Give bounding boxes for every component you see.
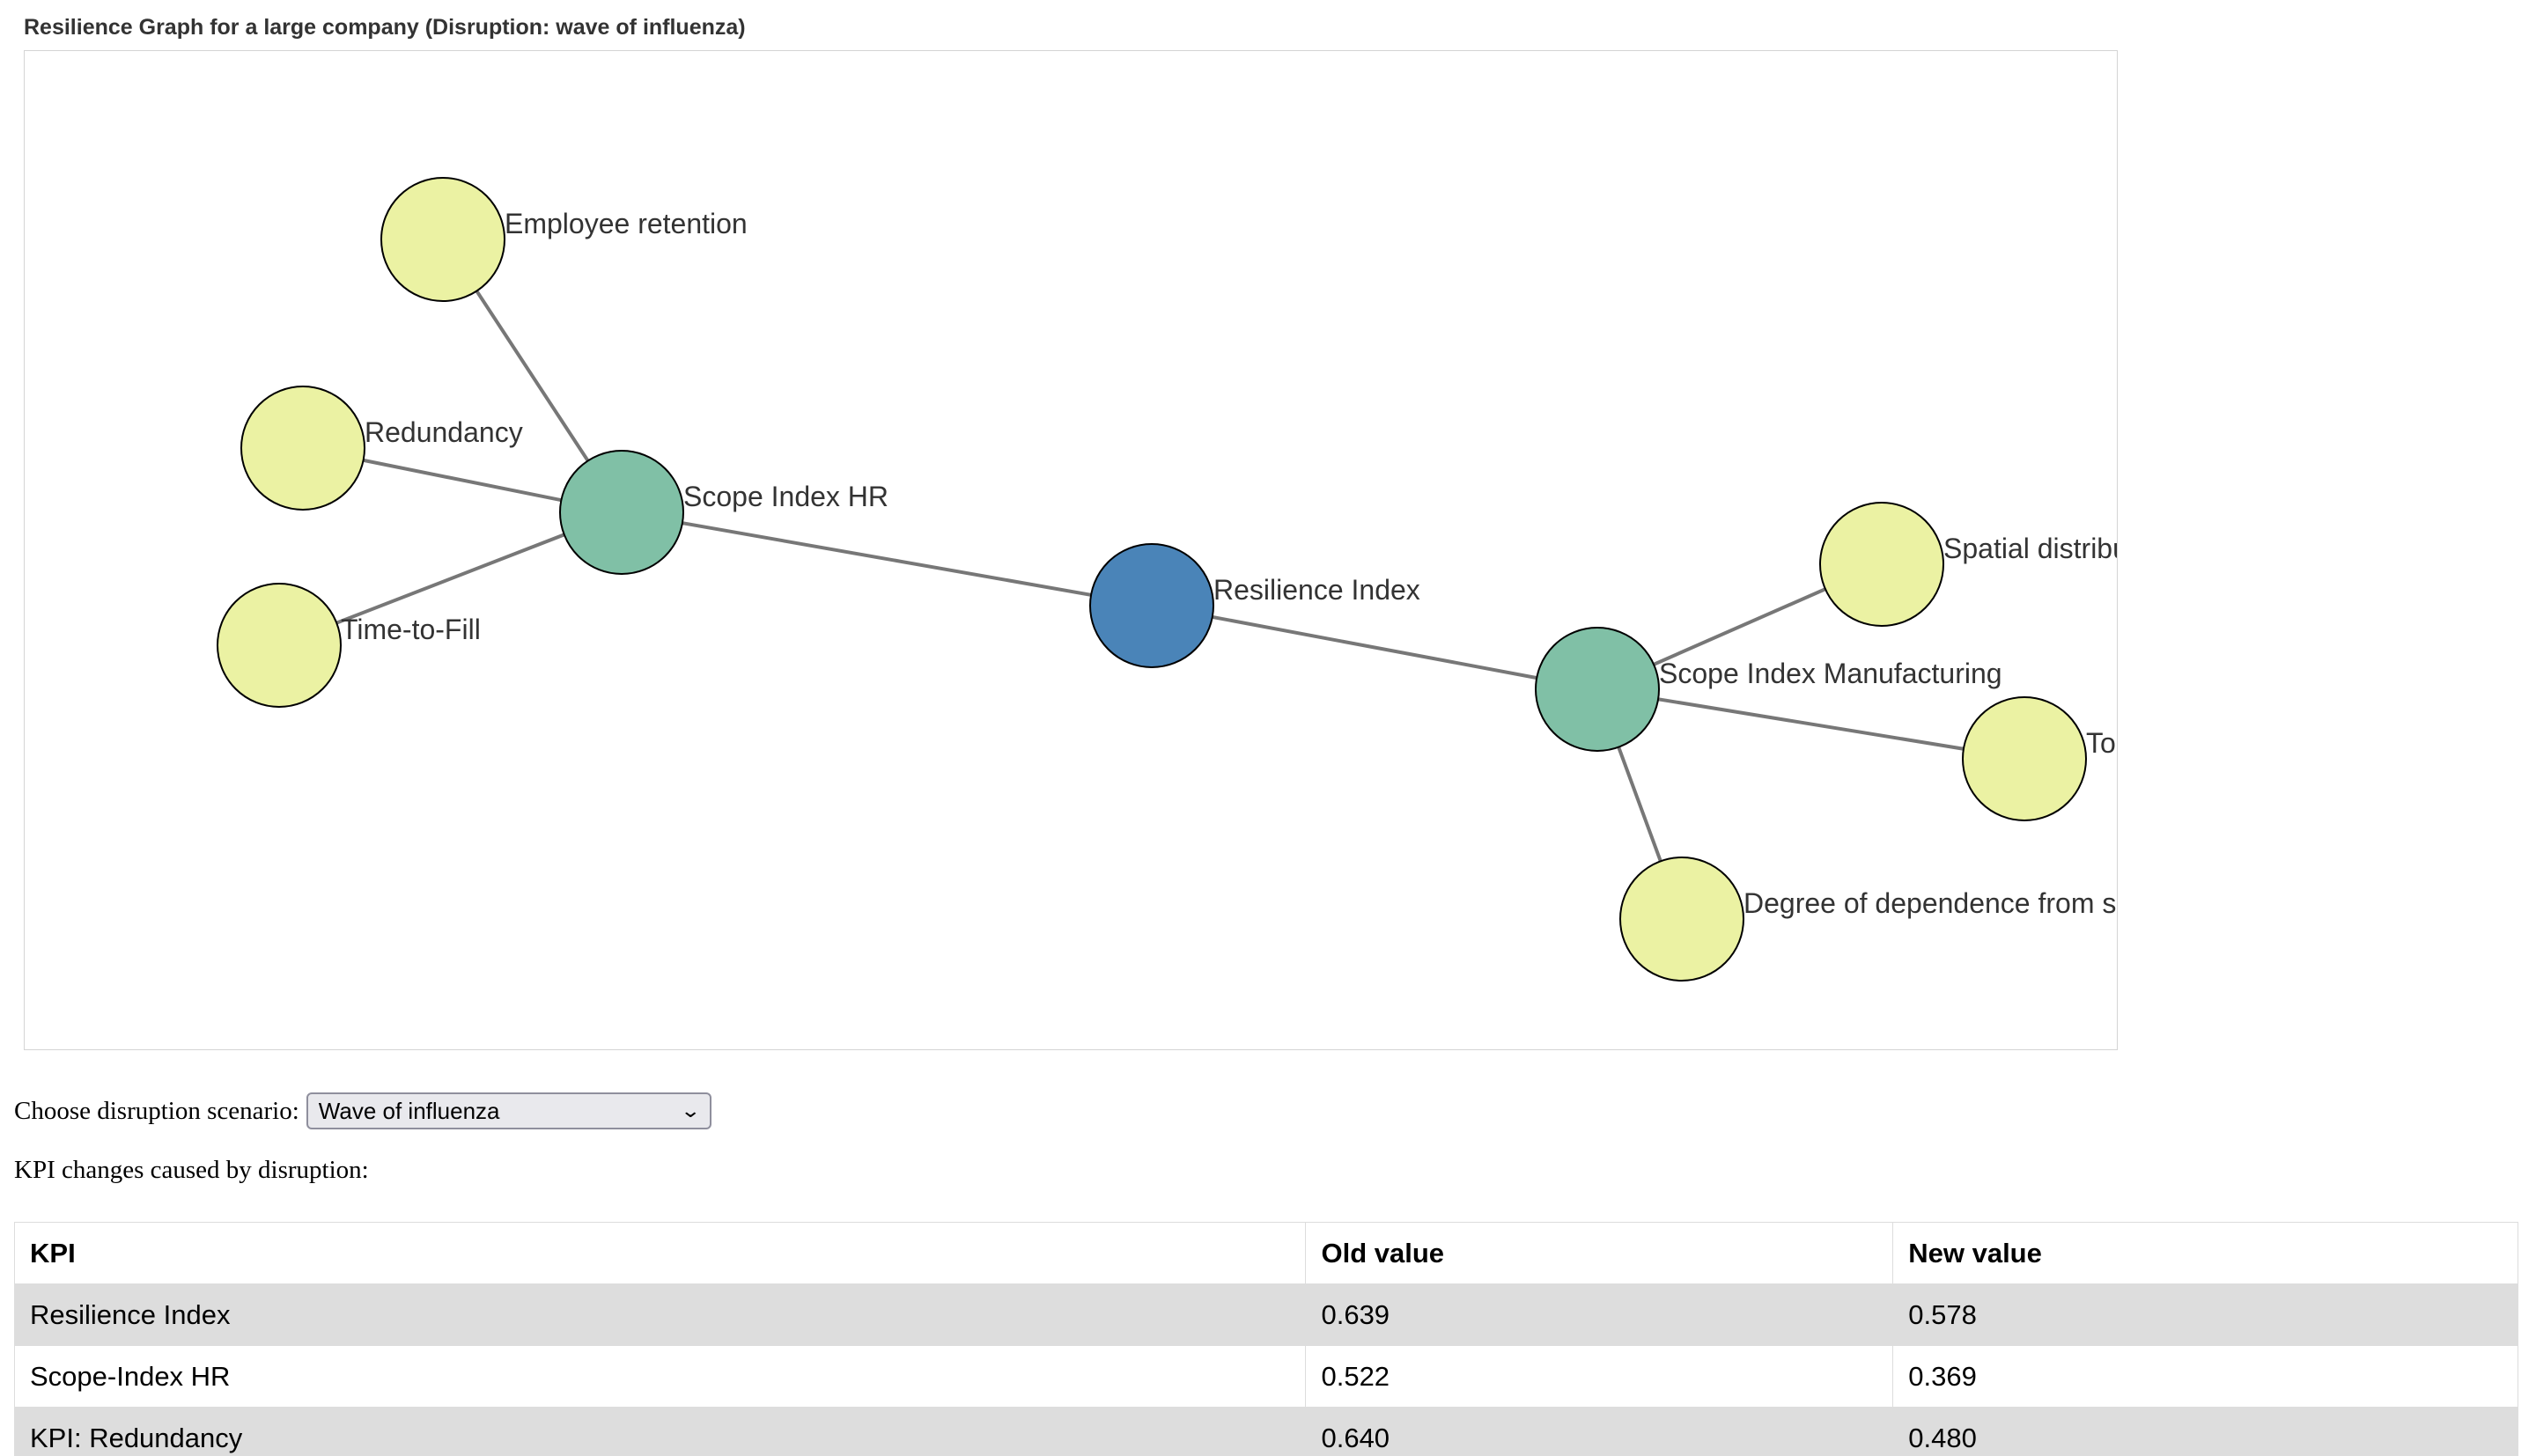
kpi-name-cell: KPI: Redundancy xyxy=(13,1407,1307,1456)
node-resilience[interactable]: Resilience Index xyxy=(1089,543,1420,668)
node-circle-tolerance[interactable] xyxy=(1962,696,2087,821)
new-value-cell: 0.480 xyxy=(1892,1407,2518,1456)
old-value-cell: 0.640 xyxy=(1305,1407,1894,1456)
node-label-resilience: Resilience Index xyxy=(1213,574,1420,606)
node-label-ttf: Time-to-Fill xyxy=(341,614,481,645)
new-value-cell: 0.369 xyxy=(1892,1345,2518,1408)
node-circle-scope_hr[interactable] xyxy=(559,450,684,575)
table-row: Resilience Index 0.639 0.578 xyxy=(13,1283,2518,1346)
node-dependence[interactable]: Degree of dependence from supplie xyxy=(1619,857,2117,982)
node-redundancy[interactable]: Redundancy xyxy=(240,386,523,511)
node-circle-ttf[interactable] xyxy=(217,583,342,708)
node-circle-retention[interactable] xyxy=(380,177,505,302)
chevron-down-icon: ⌄ xyxy=(680,1099,702,1121)
node-label-redundancy: Redundancy xyxy=(365,416,523,448)
resilience-graph: Resilience Index Scope Index HR Scope Inde… xyxy=(24,50,2118,1050)
graph-title: Resilience Graph for a large company (Di… xyxy=(24,15,746,40)
node-scope_hr[interactable]: Scope Index HR xyxy=(559,450,888,575)
old-value-cell: 0.639 xyxy=(1305,1283,1894,1346)
graph-nodes: Resilience Index Scope Index HR Scope Inde… xyxy=(217,177,2117,982)
edge-resilience-scope_hr xyxy=(621,511,1153,607)
node-label-dependence: Degree of dependence from supplie xyxy=(1744,887,2117,919)
scenario-select[interactable]: Wave of influenza ⌄ xyxy=(306,1092,711,1129)
node-retention[interactable]: Employee retention xyxy=(380,177,748,302)
node-scope_mfg[interactable]: Scope Index Manufacturing xyxy=(1535,627,2002,752)
column-header-old-value: Old value xyxy=(1305,1222,1894,1284)
kpi-table: KPI Old value New value Resilience Index… xyxy=(13,1222,2518,1456)
node-circle-spatial[interactable] xyxy=(1819,502,1944,627)
node-circle-redundancy[interactable] xyxy=(240,386,365,511)
node-label-scope_hr: Scope Index HR xyxy=(683,481,888,512)
scenario-selected-value: Wave of influenza xyxy=(318,1097,500,1124)
node-circle-resilience[interactable] xyxy=(1089,543,1214,668)
edge-scope_mfg-tolerance xyxy=(1596,688,2025,761)
node-circle-dependence[interactable] xyxy=(1619,857,1744,982)
table-header-row: KPI Old value New value xyxy=(13,1222,2518,1284)
kpi-name-cell: Scope-Index HR xyxy=(13,1345,1307,1408)
table-row: Scope-Index HR 0.522 0.369 xyxy=(13,1345,2518,1408)
node-circle-scope_mfg[interactable] xyxy=(1535,627,1660,752)
node-spatial[interactable]: Spatial distribution xyxy=(1819,502,2117,627)
node-label-tolerance: Toleranc xyxy=(2086,727,2117,759)
kpi-caption: KPI changes caused by disruption: xyxy=(14,1156,369,1184)
column-header-kpi: KPI xyxy=(13,1222,1307,1284)
column-header-new-value: New value xyxy=(1892,1222,2518,1284)
node-tolerance[interactable]: Toleranc xyxy=(1962,696,2117,821)
graph-canvas: Resilience Index Scope Index HR Scope Inde… xyxy=(217,177,2117,982)
node-label-scope_mfg: Scope Index Manufacturing xyxy=(1659,658,2002,689)
node-label-spatial: Spatial distribution xyxy=(1943,533,2117,564)
node-ttf[interactable]: Time-to-Fill xyxy=(217,583,481,708)
new-value-cell: 0.578 xyxy=(1892,1283,2518,1346)
edge-resilience-scope_mfg xyxy=(1151,604,1598,691)
scenario-row: Choose disruption scenario: Wave of infl… xyxy=(14,1092,711,1130)
old-value-cell: 0.522 xyxy=(1305,1345,1894,1408)
scenario-label: Choose disruption scenario: xyxy=(14,1096,299,1125)
node-label-retention: Employee retention xyxy=(505,208,748,239)
table-row: KPI: Redundancy 0.640 0.480 xyxy=(13,1407,2518,1456)
kpi-name-cell: Resilience Index xyxy=(13,1283,1307,1346)
